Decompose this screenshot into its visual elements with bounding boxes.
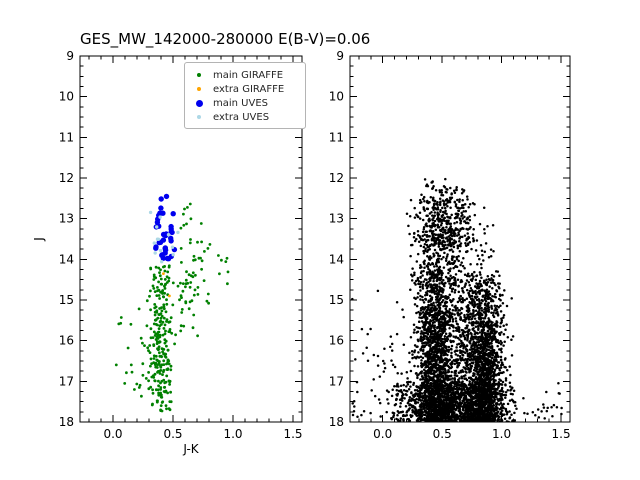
series-photometry [351,177,563,422]
main-uves-marker-icon [195,99,203,107]
scatter-points-left [114,193,230,413]
svg-text:11: 11 [59,130,74,144]
x-axis-label: J-K [183,442,199,456]
legend-label: extra UVES [213,111,270,123]
legend-item-main-uves: main UVES [185,96,305,110]
tick-labels-left: 0.0 0.5 1.0 1.5 9 10 11 12 13 14 15 16 17 18 [59,49,303,441]
legend-item-extra-uves: extra UVES [185,110,305,124]
svg-text:13: 13 [59,212,74,226]
series-main-uves [153,193,178,262]
legend: main GIRAFFE extra GIRAFFE main UVES ext… [184,62,306,129]
legend-label: extra GIRAFFE [213,83,285,95]
svg-text:0.0: 0.0 [103,427,122,441]
svg-text:0.5: 0.5 [163,427,182,441]
svg-text:10: 10 [59,90,74,104]
panel-left: 0.0 0.5 1.0 1.5 9 10 11 12 13 14 15 16 17 18 [59,49,303,441]
series-main-giraffe [114,202,230,413]
legend-label: main UVES [213,97,268,109]
chart-title: GES_MW_142000-280000 E(B-V)=0.06 [80,30,371,48]
extra-uves-marker-icon [197,115,201,119]
legend-item-main-giraffe: main GIRAFFE [185,68,305,82]
svg-text:1.5: 1.5 [283,427,302,441]
ticks-right [350,55,570,423]
svg-text:18: 18 [59,415,74,429]
main-giraffe-marker-icon [197,73,201,77]
scatter-points-right [351,177,563,422]
svg-text:17: 17 [59,374,74,388]
legend-item-extra-giraffe: extra GIRAFFE [185,82,305,96]
series-extra-uves [148,210,180,264]
svg-text:14: 14 [59,252,74,266]
svg-text:12: 12 [59,171,74,185]
extra-giraffe-marker-icon [197,87,201,91]
y-axis-label: J [31,237,46,241]
svg-text:15: 15 [59,293,74,307]
svg-text:16: 16 [59,334,74,348]
svg-text:9: 9 [66,49,74,63]
legend-label: main GIRAFFE [213,69,284,81]
series-extra-giraffe [162,272,171,298]
svg-text:1.0: 1.0 [223,427,242,441]
